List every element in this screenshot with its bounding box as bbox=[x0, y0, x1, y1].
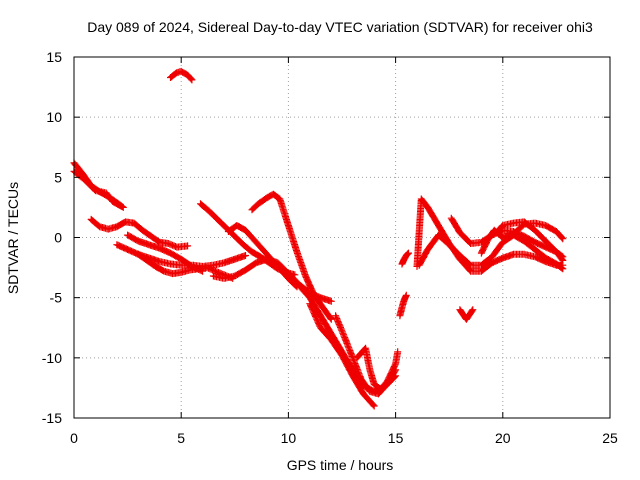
data-marks bbox=[70, 67, 567, 410]
y-tick-label: 10 bbox=[46, 109, 62, 125]
axis-ticks: 0 5 10 15 20 25 15 10 5 0 -5 -10 -15 bbox=[42, 49, 618, 446]
y-tick-label: -5 bbox=[50, 290, 63, 306]
series-track-10 bbox=[224, 222, 301, 291]
series-track-3 bbox=[87, 215, 192, 251]
x-axis-label: GPS time / hours bbox=[287, 457, 394, 473]
x-tick-label: 10 bbox=[281, 430, 297, 446]
x-tick-label: 0 bbox=[70, 430, 78, 446]
series-track-13 bbox=[306, 300, 378, 410]
y-axis-label: SDTVAR / TECUs bbox=[5, 182, 21, 294]
series-track-7 bbox=[167, 67, 196, 84]
series-track-2 bbox=[70, 167, 125, 210]
y-tick-label: 0 bbox=[54, 230, 62, 246]
y-tick-label: 15 bbox=[46, 49, 62, 65]
x-tick-label: 5 bbox=[177, 430, 185, 446]
series-track-21 bbox=[456, 306, 477, 323]
y-tick-label: -10 bbox=[42, 350, 62, 366]
y-tick-label: 5 bbox=[54, 169, 62, 185]
chart-title: Day 089 of 2024, Sidereal Day-to-day VTE… bbox=[87, 19, 593, 35]
x-tick-label: 15 bbox=[388, 430, 404, 446]
series-track-15 bbox=[353, 344, 402, 393]
series-track-6 bbox=[134, 250, 237, 282]
series-track-11 bbox=[248, 190, 335, 323]
series-track-22 bbox=[477, 219, 567, 257]
series-track-23 bbox=[495, 218, 567, 264]
series-track-17 bbox=[398, 249, 412, 268]
series-track-16 bbox=[396, 291, 410, 320]
x-tick-label: 25 bbox=[602, 430, 618, 446]
y-tick-label: -15 bbox=[42, 410, 62, 426]
x-tick-label: 20 bbox=[495, 430, 511, 446]
